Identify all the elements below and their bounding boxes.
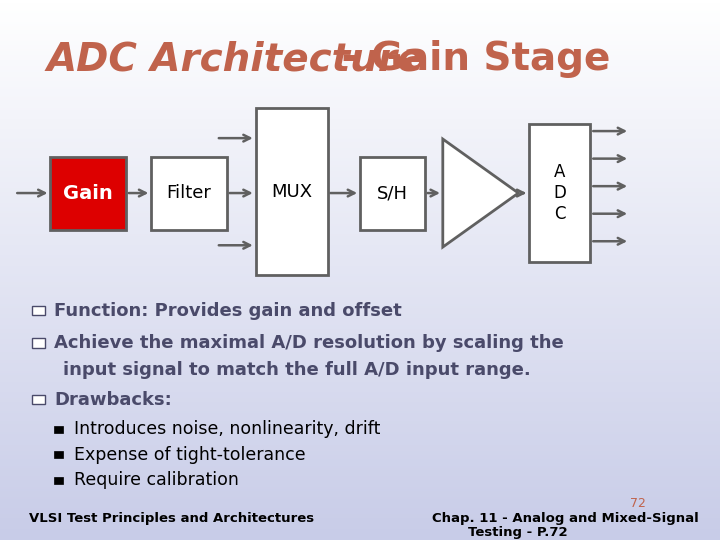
Bar [151,157,227,230]
Text: Achieve the maximal A/D resolution by scaling the: Achieve the maximal A/D resolution by sc… [54,334,564,352]
Text: Filter: Filter [166,184,212,202]
Text: Drawbacks:: Drawbacks: [54,390,172,409]
Text: Chap. 11 - Analog and Mixed-Signal: Chap. 11 - Analog and Mixed-Signal [432,512,698,525]
Bar [54,451,63,458]
Text: ADC Architecture: ADC Architecture [47,40,424,78]
Bar [32,338,45,348]
Text: Expense of tight-tolerance: Expense of tight-tolerance [74,446,306,464]
Bar [32,395,45,404]
Text: 72: 72 [630,497,646,510]
Text: input signal to match the full A/D input range.: input signal to match the full A/D input… [63,361,531,379]
Text: A
D
C: A D C [554,163,566,223]
Polygon shape [443,139,518,247]
Bar [50,157,126,230]
Bar [54,477,63,484]
Bar [256,108,328,275]
Text: Function: Provides gain and offset: Function: Provides gain and offset [54,301,402,320]
Text: Introduces noise, nonlinearity, drift: Introduces noise, nonlinearity, drift [74,420,381,438]
Bar [529,124,590,262]
Text: S/H: S/H [377,184,408,202]
Text: VLSI Test Principles and Architectures: VLSI Test Principles and Architectures [29,512,314,525]
Text: MUX: MUX [271,183,312,201]
Bar [32,306,45,315]
Text: Testing - P.72: Testing - P.72 [468,526,567,539]
Bar [360,157,425,230]
Text: Gain: Gain [63,184,113,202]
Bar [54,426,63,433]
Text: - Gain Stage: - Gain Stage [328,40,610,78]
Text: Require calibration: Require calibration [74,471,239,489]
